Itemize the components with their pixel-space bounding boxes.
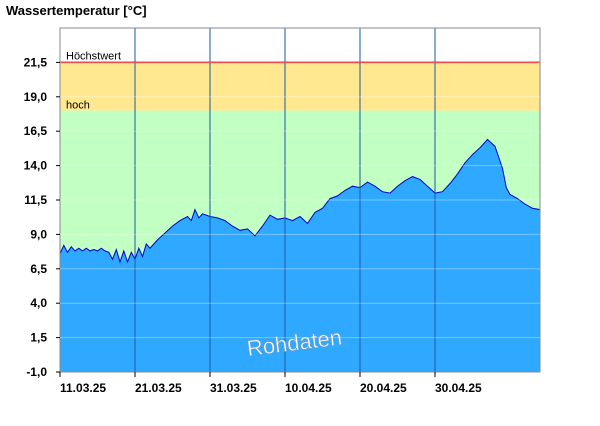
x-tick-label: 30.04.25 xyxy=(435,381,482,395)
date-gridlines xyxy=(134,28,436,372)
y-tick-label: 11,5 xyxy=(24,193,47,207)
x-tick-label: 10.04.25 xyxy=(285,381,332,395)
x-tick-label: 21.03.25 xyxy=(135,381,182,395)
y-tick-label: 9,0 xyxy=(30,227,47,241)
threshold-label: Höchstwert xyxy=(66,50,121,62)
y-tick-label: 14,0 xyxy=(24,159,48,173)
band-hoch-label: hoch xyxy=(66,100,90,112)
x-axis: 11.03.25 21.03.25 31.03.25 10.04.25 20.04.25… xyxy=(59,372,482,395)
plot-area: Höchstwert hoch Rohdaten xyxy=(59,27,541,373)
x-tick-label: 11.03.25 xyxy=(60,381,106,395)
chart-title: Wassertemperatur [°C] xyxy=(6,3,147,18)
y-tick-label: 4,0 xyxy=(30,296,47,310)
y-tick-label: 6,5 xyxy=(30,262,47,276)
temperature-area xyxy=(59,138,541,373)
y-tick-label: 21,5 xyxy=(24,55,48,69)
band-hoch xyxy=(60,62,540,111)
y-tick-label: 1,5 xyxy=(30,331,47,345)
x-tick-label: 31.03.25 xyxy=(210,381,257,395)
y-tick-label: -1,0 xyxy=(26,365,47,379)
y-tick-label: 19,0 xyxy=(24,90,48,104)
y-tick-label: 16,5 xyxy=(24,124,48,138)
x-tick-label: 20.04.25 xyxy=(360,381,407,395)
y-axis: -1,0 1,5 4,0 6,5 9,0 11,5 14,0 16,5 19,0 21,5 xyxy=(24,55,540,379)
